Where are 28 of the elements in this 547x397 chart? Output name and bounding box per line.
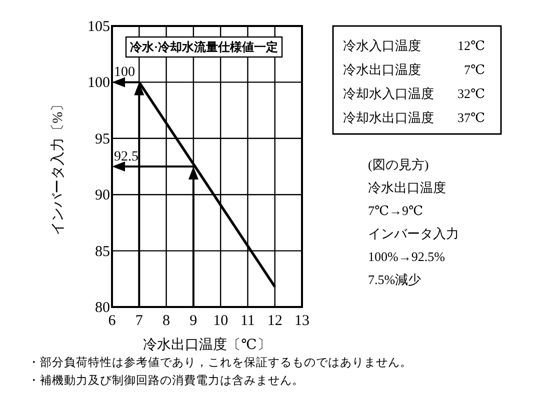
y-axis-title: インバータ入力〔%〕 [50, 98, 66, 236]
text: 7.5%減少 [368, 272, 422, 287]
x-tick-label: 9 [190, 313, 198, 329]
text: (図の見方) [368, 157, 429, 172]
x-tick-label: 11 [240, 313, 255, 329]
x-tick-label: 13 [294, 313, 310, 329]
text: インバータ入力 [368, 226, 459, 241]
x-tick-label: 7 [135, 313, 144, 329]
y-tick-label: 90 [95, 188, 110, 204]
annotation: 100 [114, 65, 135, 80]
y-tick-label: 105 [88, 19, 110, 35]
y-tick-label: 80 [95, 300, 110, 316]
annotation: 92.5 [114, 150, 138, 164]
y-tick-label: 95 [95, 131, 110, 148]
text: 100%→92.5% [368, 249, 446, 264]
x-tick-label: 12 [267, 313, 282, 329]
text: ・部分負荷特性は参考値であり，これを保証するものではありません。 [28, 355, 412, 369]
annotation: 冷水·冷却水流量仕様値一定 [130, 40, 278, 54]
text: ・補機動力及び制御回路の消費電力は含みません。 [28, 374, 304, 387]
y-tick-label: 100 [88, 75, 110, 92]
x-axis-title: 冷水出口温度〔℃〕 [143, 337, 271, 353]
spec-table: 冷水入口温度 12℃ 冷水出口温度 7℃ 冷却水入口温度 32℃ 冷却水出口温度 37℃ [332, 25, 502, 135]
x-tick-label: 8 [162, 313, 170, 329]
text: 7℃→9℃ [368, 203, 424, 218]
x-tick-label: 10 [213, 313, 228, 329]
y-tick-label: 85 [95, 244, 110, 260]
text: 冷水出口温度 [368, 180, 446, 195]
x-tick-label: 6 [108, 313, 116, 329]
